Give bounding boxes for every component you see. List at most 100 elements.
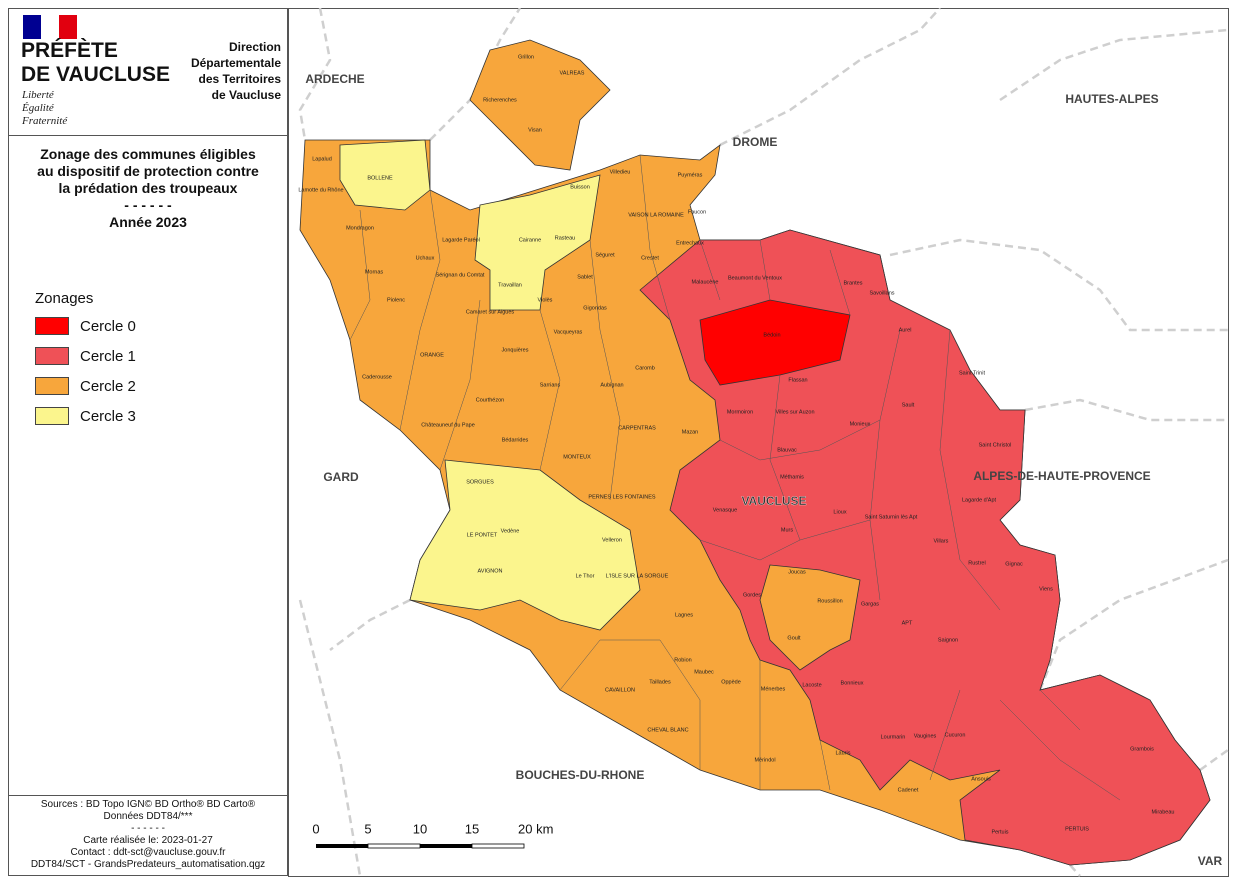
border — [999, 28, 1229, 102]
commune-label: Châteauneuf du Pape — [421, 422, 475, 428]
scale-label: 10 — [413, 821, 427, 836]
commune-label: Villes sur Auzon — [775, 409, 814, 415]
region-label: ARDECHE — [305, 72, 364, 86]
scale-label: 20 km — [518, 821, 553, 836]
commune-labels: VALREAS Grillon Richerenches Visan Lapalud BO… — [298, 54, 1174, 835]
scale-segment — [316, 844, 368, 848]
commune-label: Richerenches — [483, 97, 517, 103]
legend-item: Cercle 0 — [35, 316, 136, 336]
motto-line: Liberté — [22, 89, 54, 101]
title-line: au dispositif de protection contre — [37, 163, 259, 179]
commune-label: Saignon — [938, 637, 958, 643]
zone-cercle-3 — [339, 139, 431, 211]
commune-label: CAVAILLON — [605, 687, 635, 693]
border — [1024, 398, 1228, 422]
commune-label: Puyméras — [678, 172, 703, 178]
commune-label: BOLLENE — [367, 175, 393, 181]
commune-label: Velleron — [602, 537, 622, 543]
commune-label: ORANGE — [420, 352, 444, 358]
commune-label: Aubignan — [600, 382, 623, 388]
commune-label: Faucon — [688, 209, 706, 215]
commune-label: Maubec — [694, 669, 714, 675]
prefecture-line: PRÉFÈTE — [21, 39, 118, 62]
legend-label: Cercle 1 — [80, 347, 136, 365]
footer: Sources : BD Topo IGN© BD Ortho® BD Cart… — [9, 799, 287, 871]
commune-label: Saint Christol — [979, 442, 1012, 448]
region-label: VAUCLUSE — [741, 494, 806, 508]
zones — [299, 39, 1211, 866]
commune-label: Robion — [674, 657, 691, 663]
separator — [9, 135, 287, 136]
zone-cercle-2 — [469, 39, 611, 171]
border — [1069, 864, 1081, 877]
scale-bar: 0 5 10 15 20 km — [312, 821, 553, 849]
commune-label: Taillades — [649, 679, 671, 685]
footer-line: Données DDT84/*** — [103, 811, 193, 822]
commune-borders — [349, 154, 1121, 801]
commune-label: Sérignan du Comtat — [436, 272, 485, 278]
commune-label: Saint Trinit — [959, 370, 985, 376]
commune-label: Sarrians — [540, 382, 561, 388]
commune-label: VAISON LA ROMAINE — [628, 212, 684, 218]
commune-label: Saint Saturnin lès Apt — [865, 514, 918, 520]
direction-line: des Territoires — [198, 72, 281, 86]
scale-label: 0 — [312, 821, 319, 836]
border — [719, 8, 941, 147]
scale-label: 15 — [465, 821, 479, 836]
footer-line: DDT84/SCT - GrandsPredateurs_automatisat… — [30, 859, 266, 870]
title-line: Année 2023 — [109, 214, 187, 230]
commune-label: Violès — [538, 297, 553, 303]
direction-line: de Vaucluse — [211, 88, 281, 102]
commune-label: Caromb — [635, 365, 655, 371]
commune-label: APT — [902, 620, 913, 626]
commune-label: Brantes — [844, 280, 863, 286]
commune-label: Cadenet — [898, 787, 919, 793]
direction: Direction Départementale des Territoires… — [191, 39, 281, 103]
footer-line: Carte réalisée le: 2023-01-27 — [83, 835, 213, 846]
commune-label: PERTUIS — [1065, 826, 1089, 832]
border — [889, 238, 1228, 332]
commune-label: Villars — [934, 538, 949, 544]
commune-label: PERNES LES FONTAINES — [588, 494, 655, 500]
commune-label: Le Thor — [576, 573, 595, 579]
commune-label: L'ISLE SUR LA SORGUE — [606, 573, 669, 579]
commune-label: LE PONTET — [467, 532, 498, 538]
commune-label: Lagarde d'Apt — [962, 497, 997, 503]
direction-line: Direction — [228, 40, 281, 54]
motto-line: Fraternité — [22, 115, 68, 127]
legend-label: Cercle 0 — [80, 317, 136, 335]
prefecture-line: DE VAUCLUSE — [21, 63, 170, 86]
commune-label: Monieux — [850, 421, 871, 427]
border — [298, 8, 332, 141]
commune-border — [349, 154, 1121, 801]
commune-label: Lauris — [836, 750, 851, 756]
commune-label: Gigondas — [583, 305, 607, 311]
commune-label: Vaugines — [914, 733, 937, 739]
commune-label: Aurel — [899, 327, 912, 333]
commune-label: Caderousse — [362, 374, 392, 380]
commune-label: Cairanne — [519, 237, 541, 243]
commune-label: Grillon — [518, 54, 534, 60]
commune-label: Oppède — [721, 679, 741, 685]
border — [1199, 748, 1229, 772]
commune-label: MONTEUX — [563, 454, 591, 460]
commune-label: Lagnes — [675, 612, 693, 618]
commune-label: Flassan — [788, 377, 807, 383]
scale-segment — [420, 844, 472, 848]
commune-label: Lagarde Paréol — [442, 237, 480, 243]
commune-label: Rustrel — [968, 560, 985, 566]
legend-swatch — [35, 407, 69, 425]
commune-label: Viens — [1039, 586, 1053, 592]
commune-label: Savoillans — [869, 290, 894, 296]
commune-label: Bédoin — [763, 332, 780, 338]
footer-line: Contact : ddt-sct@vaucluse.gouv.fr — [70, 847, 226, 858]
commune-label: Courthézon — [476, 397, 504, 403]
legend-item: Cercle 2 — [35, 376, 136, 396]
commune-label: Cucuron — [945, 732, 966, 738]
scale-segment — [367, 843, 421, 849]
commune-label: Blauvac — [777, 447, 797, 453]
commune-label: Buisson — [570, 184, 590, 190]
commune-label: Goult — [787, 635, 801, 641]
commune-label: Lamotte du Rhône — [298, 187, 343, 193]
